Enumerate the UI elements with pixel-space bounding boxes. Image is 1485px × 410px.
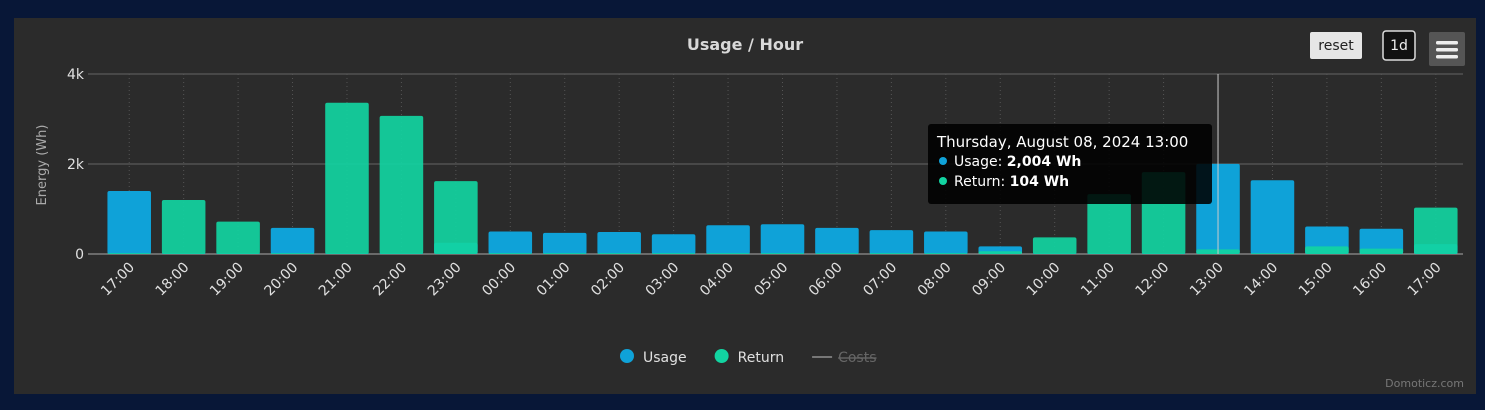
- range-button[interactable]: 1d: [1382, 30, 1416, 61]
- bar: [1250, 253, 1295, 254]
- tooltip-label: Return:: [954, 174, 1005, 190]
- bar: [815, 253, 859, 254]
- bar: [869, 230, 914, 254]
- bar: [815, 227, 859, 254]
- chart-title: Usage / Hour: [687, 35, 803, 54]
- bar: [325, 102, 369, 254]
- reset-button[interactable]: reset: [1310, 32, 1362, 59]
- bar: [107, 253, 151, 254]
- y-tick-label: 0: [75, 247, 84, 263]
- tooltip-label: Usage:: [954, 154, 1002, 170]
- y-tick-label: 2k: [67, 157, 85, 173]
- legend-marker: [714, 349, 729, 363]
- tooltip-dot: [939, 157, 947, 165]
- bar: [651, 234, 696, 254]
- bar: [216, 221, 260, 254]
- tooltip-dot: [939, 177, 947, 185]
- bar: [706, 253, 750, 254]
- bar: [434, 181, 478, 254]
- bar: [542, 253, 587, 254]
- bar: [542, 232, 587, 254]
- bar: [1359, 228, 1404, 254]
- bar: [760, 224, 805, 254]
- bar: [706, 225, 750, 254]
- bar: [488, 231, 533, 254]
- tooltip-value: 2,004 Wh: [1007, 154, 1082, 170]
- legend-marker: [620, 349, 634, 363]
- bar: [379, 115, 424, 254]
- bar: [978, 251, 1023, 254]
- reset-label[interactable]: reset: [1318, 38, 1354, 54]
- bar: [924, 253, 968, 254]
- bar: [1359, 248, 1404, 254]
- legend-label: Return: [738, 350, 784, 366]
- bar: [1305, 246, 1349, 254]
- bar: [869, 253, 914, 254]
- bar: [1032, 237, 1077, 254]
- bar: [1414, 207, 1458, 254]
- tooltip-item: Return: 104 Wh: [954, 174, 1069, 190]
- tooltip-box: [928, 124, 1212, 204]
- y-axis-label: Energy (Wh): [35, 125, 50, 206]
- menu-button[interactable]: [1429, 32, 1465, 66]
- tooltip-value: 104 Wh: [1010, 174, 1070, 190]
- bar: [597, 253, 641, 254]
- bar: [1087, 194, 1131, 254]
- tooltip-item: Usage: 2,004 Wh: [954, 154, 1081, 170]
- legend-label: Usage: [643, 350, 687, 366]
- bar: [760, 253, 805, 254]
- bar: [651, 253, 696, 254]
- bar: [488, 253, 533, 254]
- tooltip-title: Thursday, August 08, 2024 13:00: [936, 133, 1188, 151]
- bar: [270, 253, 315, 254]
- bar: [924, 231, 968, 254]
- bar: [161, 200, 206, 254]
- bar: [597, 231, 641, 254]
- range-label[interactable]: 1d: [1390, 38, 1408, 54]
- bar: [270, 227, 315, 254]
- legend-label: Costs: [838, 350, 876, 366]
- credit: Domoticz.com: [1385, 377, 1464, 390]
- bar: [107, 191, 151, 254]
- y-tick-label: 4k: [67, 67, 85, 83]
- bar: [1250, 180, 1295, 254]
